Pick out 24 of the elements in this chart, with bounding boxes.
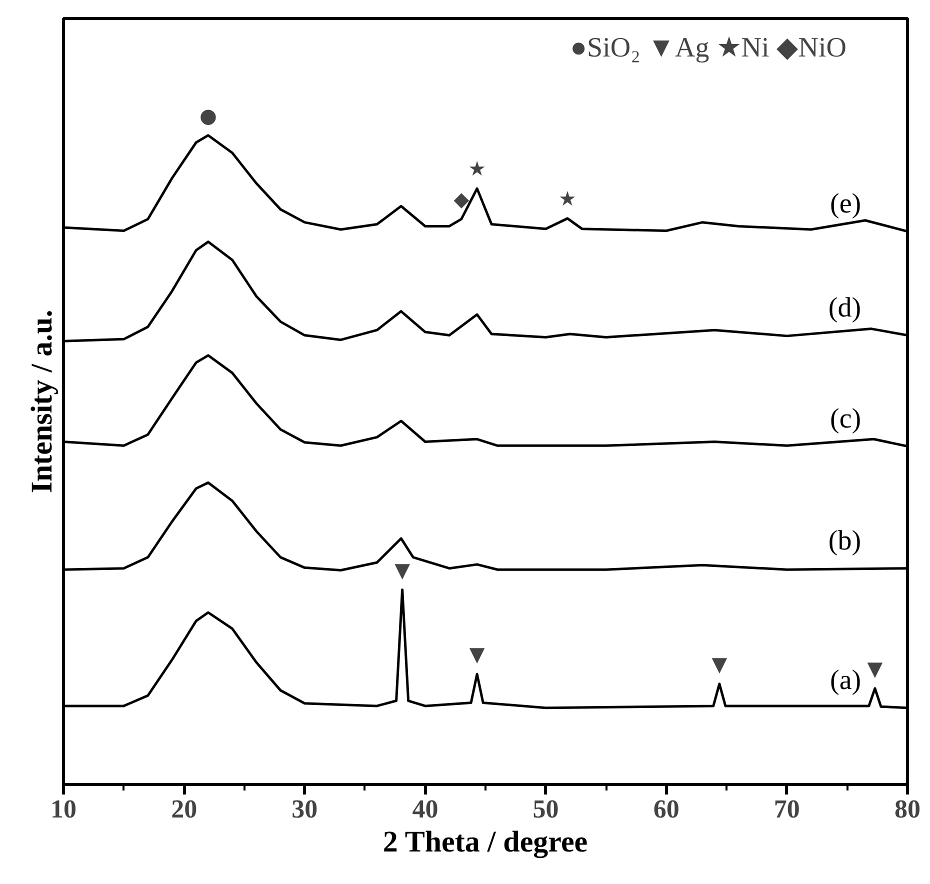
series-label: (c)	[830, 403, 862, 434]
x-tick-label: 40	[412, 794, 438, 824]
series-label: (a)	[830, 664, 862, 696]
x-axis-title: 2 Theta / degree	[382, 826, 588, 858]
x-tick-label: 60	[653, 794, 680, 824]
annotation: ★	[558, 186, 576, 210]
y-axis-title: Intensity / a.u.	[26, 310, 58, 494]
x-tick-label: 30	[292, 794, 318, 824]
annotation: ●	[199, 103, 217, 128]
x-tick-label: 50	[532, 794, 559, 824]
series-label: (b)	[828, 525, 862, 556]
x-tick-label: 10	[50, 794, 76, 824]
annotation: ★	[468, 156, 486, 181]
text: ●SiO₂ ▼Ag ★Ni ◆NiO	[570, 32, 847, 64]
annotation: ▼	[469, 642, 486, 666]
x-tick-label: 20	[171, 794, 198, 824]
annotation: ▼	[394, 558, 411, 582]
annotation: ◆	[454, 187, 470, 212]
series-label: (d)	[828, 292, 862, 324]
x-tick-label: 80	[894, 794, 920, 824]
series-label: (e)	[830, 188, 862, 220]
x-tick-label: 70	[774, 794, 800, 824]
annotation: ▼	[712, 652, 728, 676]
annotation: ▼	[867, 656, 884, 680]
